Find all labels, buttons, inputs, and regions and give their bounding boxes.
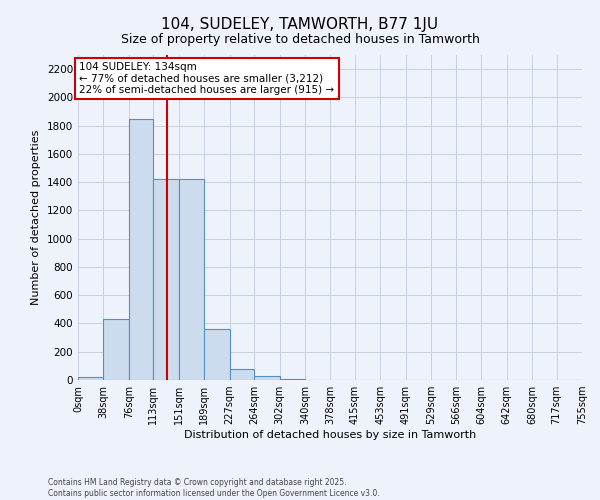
Bar <box>154 180 179 380</box>
X-axis label: Distribution of detached houses by size in Tamworth: Distribution of detached houses by size … <box>184 430 476 440</box>
Bar <box>230 370 254 380</box>
Bar <box>254 376 280 380</box>
Text: 104 SUDELEY: 134sqm
← 77% of detached houses are smaller (3,212)
22% of semi-det: 104 SUDELEY: 134sqm ← 77% of detached ho… <box>79 62 334 96</box>
Bar <box>179 180 204 380</box>
Text: Size of property relative to detached houses in Tamworth: Size of property relative to detached ho… <box>121 32 479 46</box>
Bar <box>204 329 230 380</box>
Y-axis label: Number of detached properties: Number of detached properties <box>31 130 41 305</box>
Text: Contains HM Land Registry data © Crown copyright and database right 2025.
Contai: Contains HM Land Registry data © Crown c… <box>48 478 380 498</box>
Bar <box>103 319 129 380</box>
Text: 104, SUDELEY, TAMWORTH, B77 1JU: 104, SUDELEY, TAMWORTH, B77 1JU <box>161 18 439 32</box>
Bar <box>129 118 154 380</box>
Bar <box>78 377 103 380</box>
